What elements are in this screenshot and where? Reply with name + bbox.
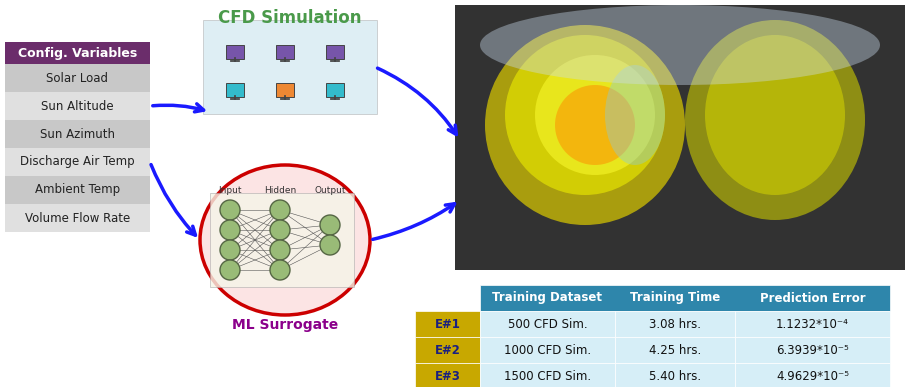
FancyBboxPatch shape xyxy=(615,363,735,387)
Circle shape xyxy=(220,260,240,280)
FancyBboxPatch shape xyxy=(615,311,735,337)
Text: CFD Simulation: CFD Simulation xyxy=(218,9,362,27)
FancyBboxPatch shape xyxy=(203,20,377,114)
Text: 4.9629*10⁻⁵: 4.9629*10⁻⁵ xyxy=(776,370,849,382)
Ellipse shape xyxy=(555,85,635,165)
FancyBboxPatch shape xyxy=(415,311,480,337)
Ellipse shape xyxy=(200,165,370,315)
Circle shape xyxy=(220,220,240,240)
Ellipse shape xyxy=(705,35,845,195)
Circle shape xyxy=(320,235,340,255)
FancyBboxPatch shape xyxy=(480,337,615,363)
FancyBboxPatch shape xyxy=(5,42,150,64)
FancyBboxPatch shape xyxy=(415,337,480,363)
Text: E#3: E#3 xyxy=(435,370,461,382)
FancyBboxPatch shape xyxy=(735,337,890,363)
Text: 500 CFD Sim.: 500 CFD Sim. xyxy=(508,317,587,330)
Text: Sun Altitude: Sun Altitude xyxy=(41,99,114,113)
Text: 3.08 hrs.: 3.08 hrs. xyxy=(649,317,701,330)
FancyBboxPatch shape xyxy=(5,176,150,204)
Ellipse shape xyxy=(480,5,880,85)
FancyBboxPatch shape xyxy=(5,204,150,232)
Text: 5.40 hrs.: 5.40 hrs. xyxy=(649,370,701,382)
FancyBboxPatch shape xyxy=(480,285,890,311)
Circle shape xyxy=(270,220,290,240)
Ellipse shape xyxy=(485,25,685,225)
FancyBboxPatch shape xyxy=(210,193,354,287)
FancyBboxPatch shape xyxy=(480,311,615,337)
Circle shape xyxy=(320,215,340,235)
FancyBboxPatch shape xyxy=(735,311,890,337)
Text: 1000 CFD Sim.: 1000 CFD Sim. xyxy=(504,344,591,356)
FancyBboxPatch shape xyxy=(5,92,150,120)
FancyBboxPatch shape xyxy=(226,46,244,58)
Text: Output: Output xyxy=(315,186,345,195)
Text: Prediction Error: Prediction Error xyxy=(760,291,865,305)
FancyBboxPatch shape xyxy=(5,120,150,148)
Text: Volume Flow Rate: Volume Flow Rate xyxy=(25,212,130,224)
Text: E#1: E#1 xyxy=(435,317,461,330)
FancyBboxPatch shape xyxy=(276,84,294,96)
Text: 6.3939*10⁻⁵: 6.3939*10⁻⁵ xyxy=(776,344,849,356)
Ellipse shape xyxy=(535,55,655,175)
Ellipse shape xyxy=(605,65,665,165)
FancyBboxPatch shape xyxy=(735,363,890,387)
Text: 1.1232*10⁻⁴: 1.1232*10⁻⁴ xyxy=(776,317,849,330)
Circle shape xyxy=(270,240,290,260)
Circle shape xyxy=(220,200,240,220)
FancyBboxPatch shape xyxy=(455,5,905,270)
Text: Ambient Temp: Ambient Temp xyxy=(35,183,120,197)
Text: Training Dataset: Training Dataset xyxy=(493,291,603,305)
Circle shape xyxy=(270,260,290,280)
Text: Input: Input xyxy=(218,186,242,195)
FancyBboxPatch shape xyxy=(615,337,735,363)
Text: Config. Variables: Config. Variables xyxy=(18,46,137,60)
Ellipse shape xyxy=(505,35,665,195)
Circle shape xyxy=(220,240,240,260)
Text: Solar Load: Solar Load xyxy=(46,72,108,84)
FancyBboxPatch shape xyxy=(226,84,244,96)
Text: Sun Azimuth: Sun Azimuth xyxy=(40,127,115,140)
FancyBboxPatch shape xyxy=(326,46,344,58)
FancyBboxPatch shape xyxy=(276,46,294,58)
FancyBboxPatch shape xyxy=(5,64,150,92)
Text: 1500 CFD Sim.: 1500 CFD Sim. xyxy=(504,370,591,382)
FancyBboxPatch shape xyxy=(480,363,615,387)
Text: Hidden: Hidden xyxy=(264,186,296,195)
Text: E#2: E#2 xyxy=(435,344,461,356)
Text: ML Surrogate: ML Surrogate xyxy=(232,318,338,332)
FancyBboxPatch shape xyxy=(455,5,905,270)
Text: 4.25 hrs.: 4.25 hrs. xyxy=(649,344,701,356)
FancyBboxPatch shape xyxy=(326,84,344,96)
Ellipse shape xyxy=(685,20,865,220)
FancyBboxPatch shape xyxy=(5,148,150,176)
FancyBboxPatch shape xyxy=(415,363,480,387)
Text: Discharge Air Temp: Discharge Air Temp xyxy=(20,156,135,168)
Circle shape xyxy=(270,200,290,220)
Text: Training Time: Training Time xyxy=(630,291,720,305)
